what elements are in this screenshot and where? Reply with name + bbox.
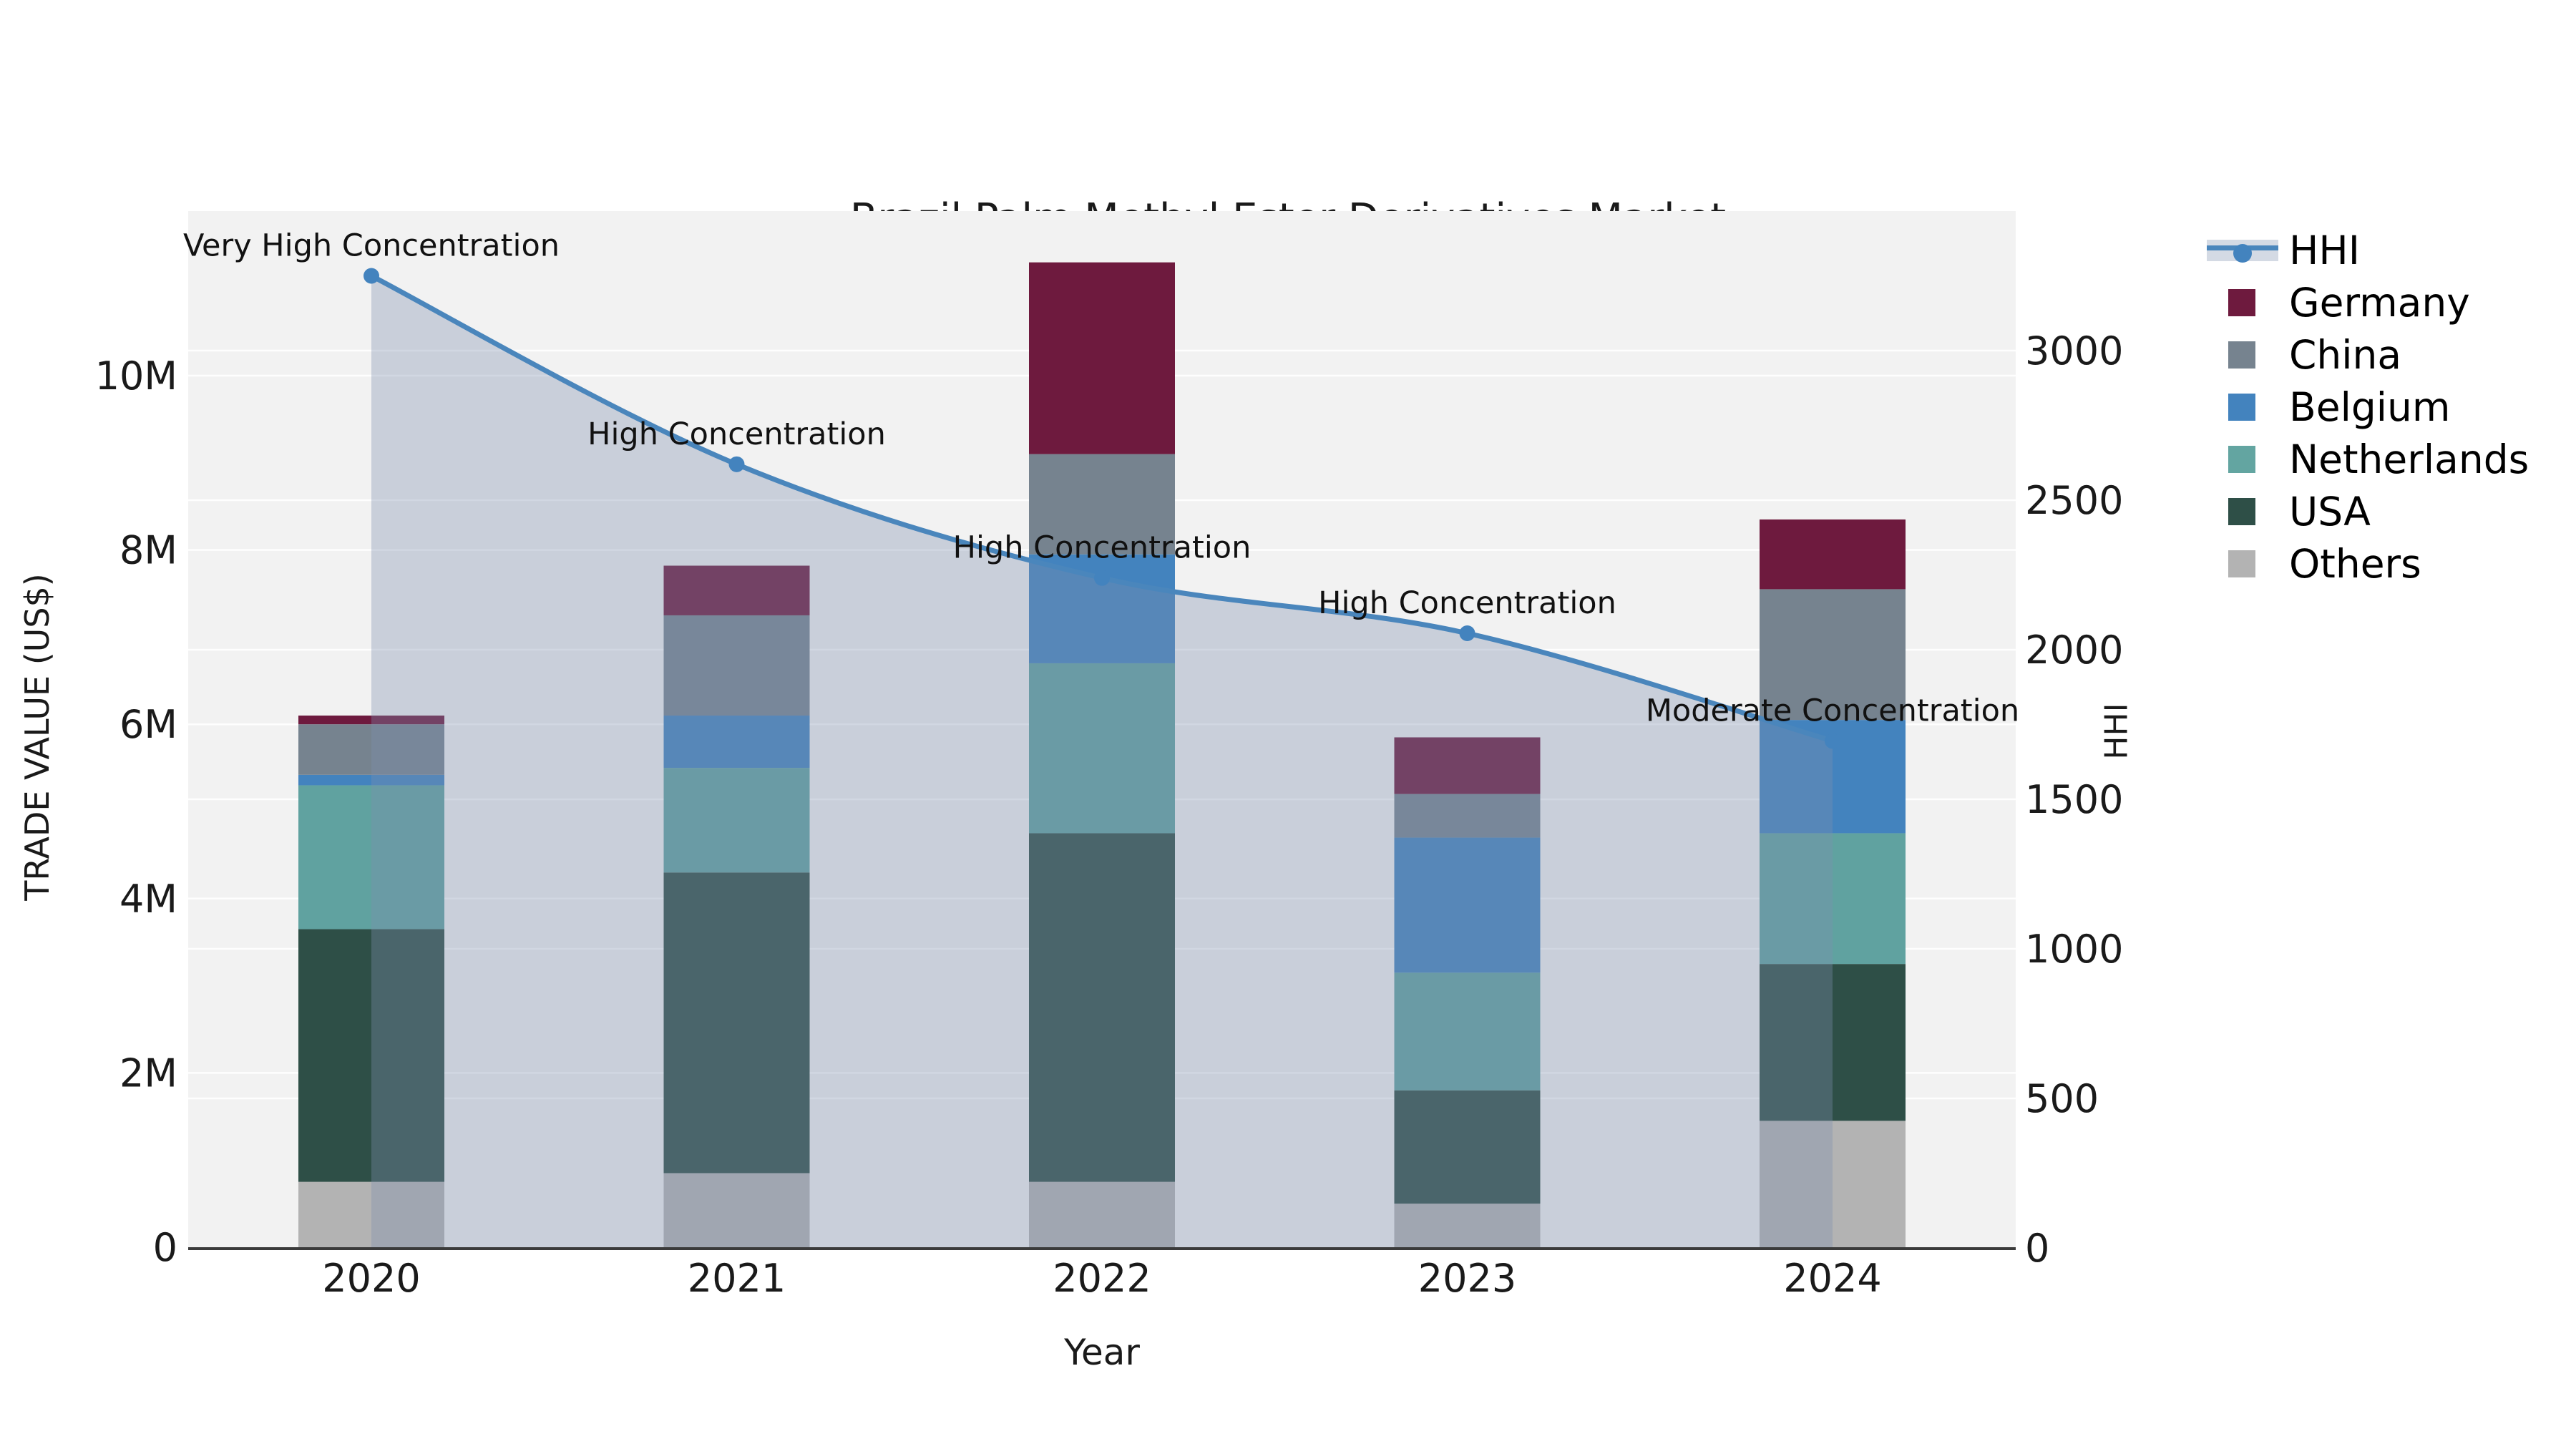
bar-segment-china-2020 — [298, 724, 444, 775]
legend-hhi-line-swatch — [2207, 243, 2278, 263]
bar-segment-others-2022 — [1029, 1181, 1175, 1247]
hhi-marker-2024 — [1825, 733, 1840, 749]
bar-segment-netherlands-2024 — [1760, 833, 1906, 965]
y-left-tick-label: 0 — [153, 1225, 177, 1270]
x-tick-label-2024: 2024 — [1783, 1256, 1881, 1301]
hhi-area-fill — [371, 275, 1833, 1248]
color-swatch — [2228, 497, 2255, 525]
legend-item-usa: USA — [2207, 485, 2529, 537]
bar-segment-usa-2020 — [298, 929, 444, 1182]
bar-segment-belgium-2021 — [663, 716, 810, 769]
bar-segment-others-2024 — [1760, 1121, 1906, 1247]
color-swatch — [2228, 341, 2255, 369]
bar-segment-usa-2024 — [1760, 964, 1906, 1121]
y-left-tick-label: 2M — [119, 1050, 177, 1096]
y-axis-label-right: HHI — [2098, 703, 2135, 760]
legend-hhi-marker-dot — [2233, 243, 2252, 263]
y-right-tick-label: 1000 — [2025, 927, 2123, 972]
y-right-tick-label: 3000 — [2025, 328, 2123, 374]
y-right-tick-label: 500 — [2025, 1076, 2099, 1121]
y-left-tick-label: 4M — [119, 877, 177, 922]
legend-label-belgium: Belgium — [2289, 384, 2451, 430]
legend-label-germany: Germany — [2289, 279, 2470, 326]
legend-color-swatch-usa — [2207, 485, 2278, 537]
bar-segment-usa-2023 — [1394, 1090, 1541, 1204]
hhi-annotation-2021: High Concentration — [587, 416, 886, 452]
y-right-tick-label: 0 — [2025, 1226, 2049, 1271]
legend-item-china: China — [2207, 328, 2529, 381]
legend-label-hhi: HHI — [2289, 227, 2360, 273]
bar-segment-netherlands-2020 — [298, 785, 444, 930]
legend-label-china: China — [2289, 331, 2402, 378]
hhi-annotation-2024: Moderate Concentration — [1646, 693, 2019, 728]
legend-color-swatch-belgium — [2207, 381, 2278, 433]
legend-label-netherlands: Netherlands — [2289, 436, 2529, 482]
legend-item-netherlands: Netherlands — [2207, 433, 2529, 485]
bar-segment-netherlands-2022 — [1029, 663, 1175, 834]
y-left-tick-label: 8M — [119, 528, 177, 573]
legend-color-swatch-germany — [2207, 276, 2278, 328]
legend-color-swatch-china — [2207, 328, 2278, 381]
hhi-marker-2021 — [728, 456, 745, 472]
x-tick-label-2023: 2023 — [1418, 1256, 1516, 1301]
bar-segment-usa-2022 — [1029, 833, 1175, 1182]
bar-segment-netherlands-2023 — [1394, 972, 1541, 1091]
legend-color-swatch-netherlands — [2207, 433, 2278, 485]
hhi-annotation-2023: High Concentration — [1318, 585, 1616, 621]
y-right-tick-label: 2000 — [2025, 628, 2123, 673]
bar-segment-others-2021 — [663, 1173, 810, 1247]
bar-segment-germany-2022 — [1029, 262, 1175, 454]
legend-label-others: Others — [2289, 540, 2421, 587]
y-right-tick-label: 1500 — [2025, 777, 2123, 822]
bar-segment-germany-2021 — [663, 565, 810, 615]
bar-segment-germany-2020 — [298, 716, 444, 725]
bar-segment-belgium-2023 — [1394, 837, 1541, 973]
color-swatch — [2228, 393, 2255, 421]
bar-segment-china-2024 — [1760, 589, 1906, 721]
bar-segment-netherlands-2021 — [663, 768, 810, 873]
color-swatch — [2228, 550, 2255, 577]
legend-color-swatch-others — [2207, 537, 2278, 590]
x-axis-label: Year — [1064, 1332, 1140, 1373]
legend-item-belgium: Belgium — [2207, 381, 2529, 433]
bar-segment-others-2020 — [298, 1181, 444, 1247]
x-tick-label-2022: 2022 — [1053, 1256, 1151, 1301]
bar-segment-china-2021 — [663, 615, 810, 716]
legend-hhi-line-icon — [2207, 224, 2278, 276]
bar-segment-belgium-2020 — [298, 774, 444, 786]
bar-segment-others-2023 — [1394, 1204, 1541, 1247]
legend-item-hhi: HHI — [2207, 224, 2529, 276]
bar-segment-china-2023 — [1394, 794, 1541, 838]
bar-segment-germany-2024 — [1760, 519, 1906, 590]
bar-segment-china-2022 — [1029, 454, 1175, 555]
legend-hhi-area-swatch — [2207, 239, 2278, 263]
bar-segment-usa-2021 — [663, 872, 810, 1174]
x-tick-label-2021: 2021 — [688, 1256, 786, 1301]
hhi-annotation-2022: High Concentration — [953, 530, 1252, 566]
hhi-marker-2022 — [1094, 570, 1110, 586]
legend-item-others: Others — [2207, 537, 2529, 590]
legend-item-germany: Germany — [2207, 276, 2529, 328]
bar-segment-germany-2023 — [1394, 737, 1541, 794]
y-right-tick-label: 2500 — [2025, 478, 2123, 523]
y-axis-label-left: TRADE VALUE (US$) — [18, 573, 57, 901]
color-swatch — [2228, 445, 2255, 473]
y-left-tick-label: 10M — [95, 353, 177, 399]
color-swatch — [2228, 288, 2255, 316]
hhi-marker-2023 — [1459, 625, 1475, 642]
x-tick-label-2020: 2020 — [322, 1256, 420, 1301]
legend: HHI Germany China Belgium Netherlands USA Othe… — [2207, 224, 2529, 590]
y-left-tick-label: 6M — [119, 702, 177, 747]
legend-label-usa: USA — [2289, 488, 2371, 535]
hhi-annotation-2020: Very High Concentration — [183, 228, 560, 264]
hhi-marker-2020 — [364, 268, 379, 284]
